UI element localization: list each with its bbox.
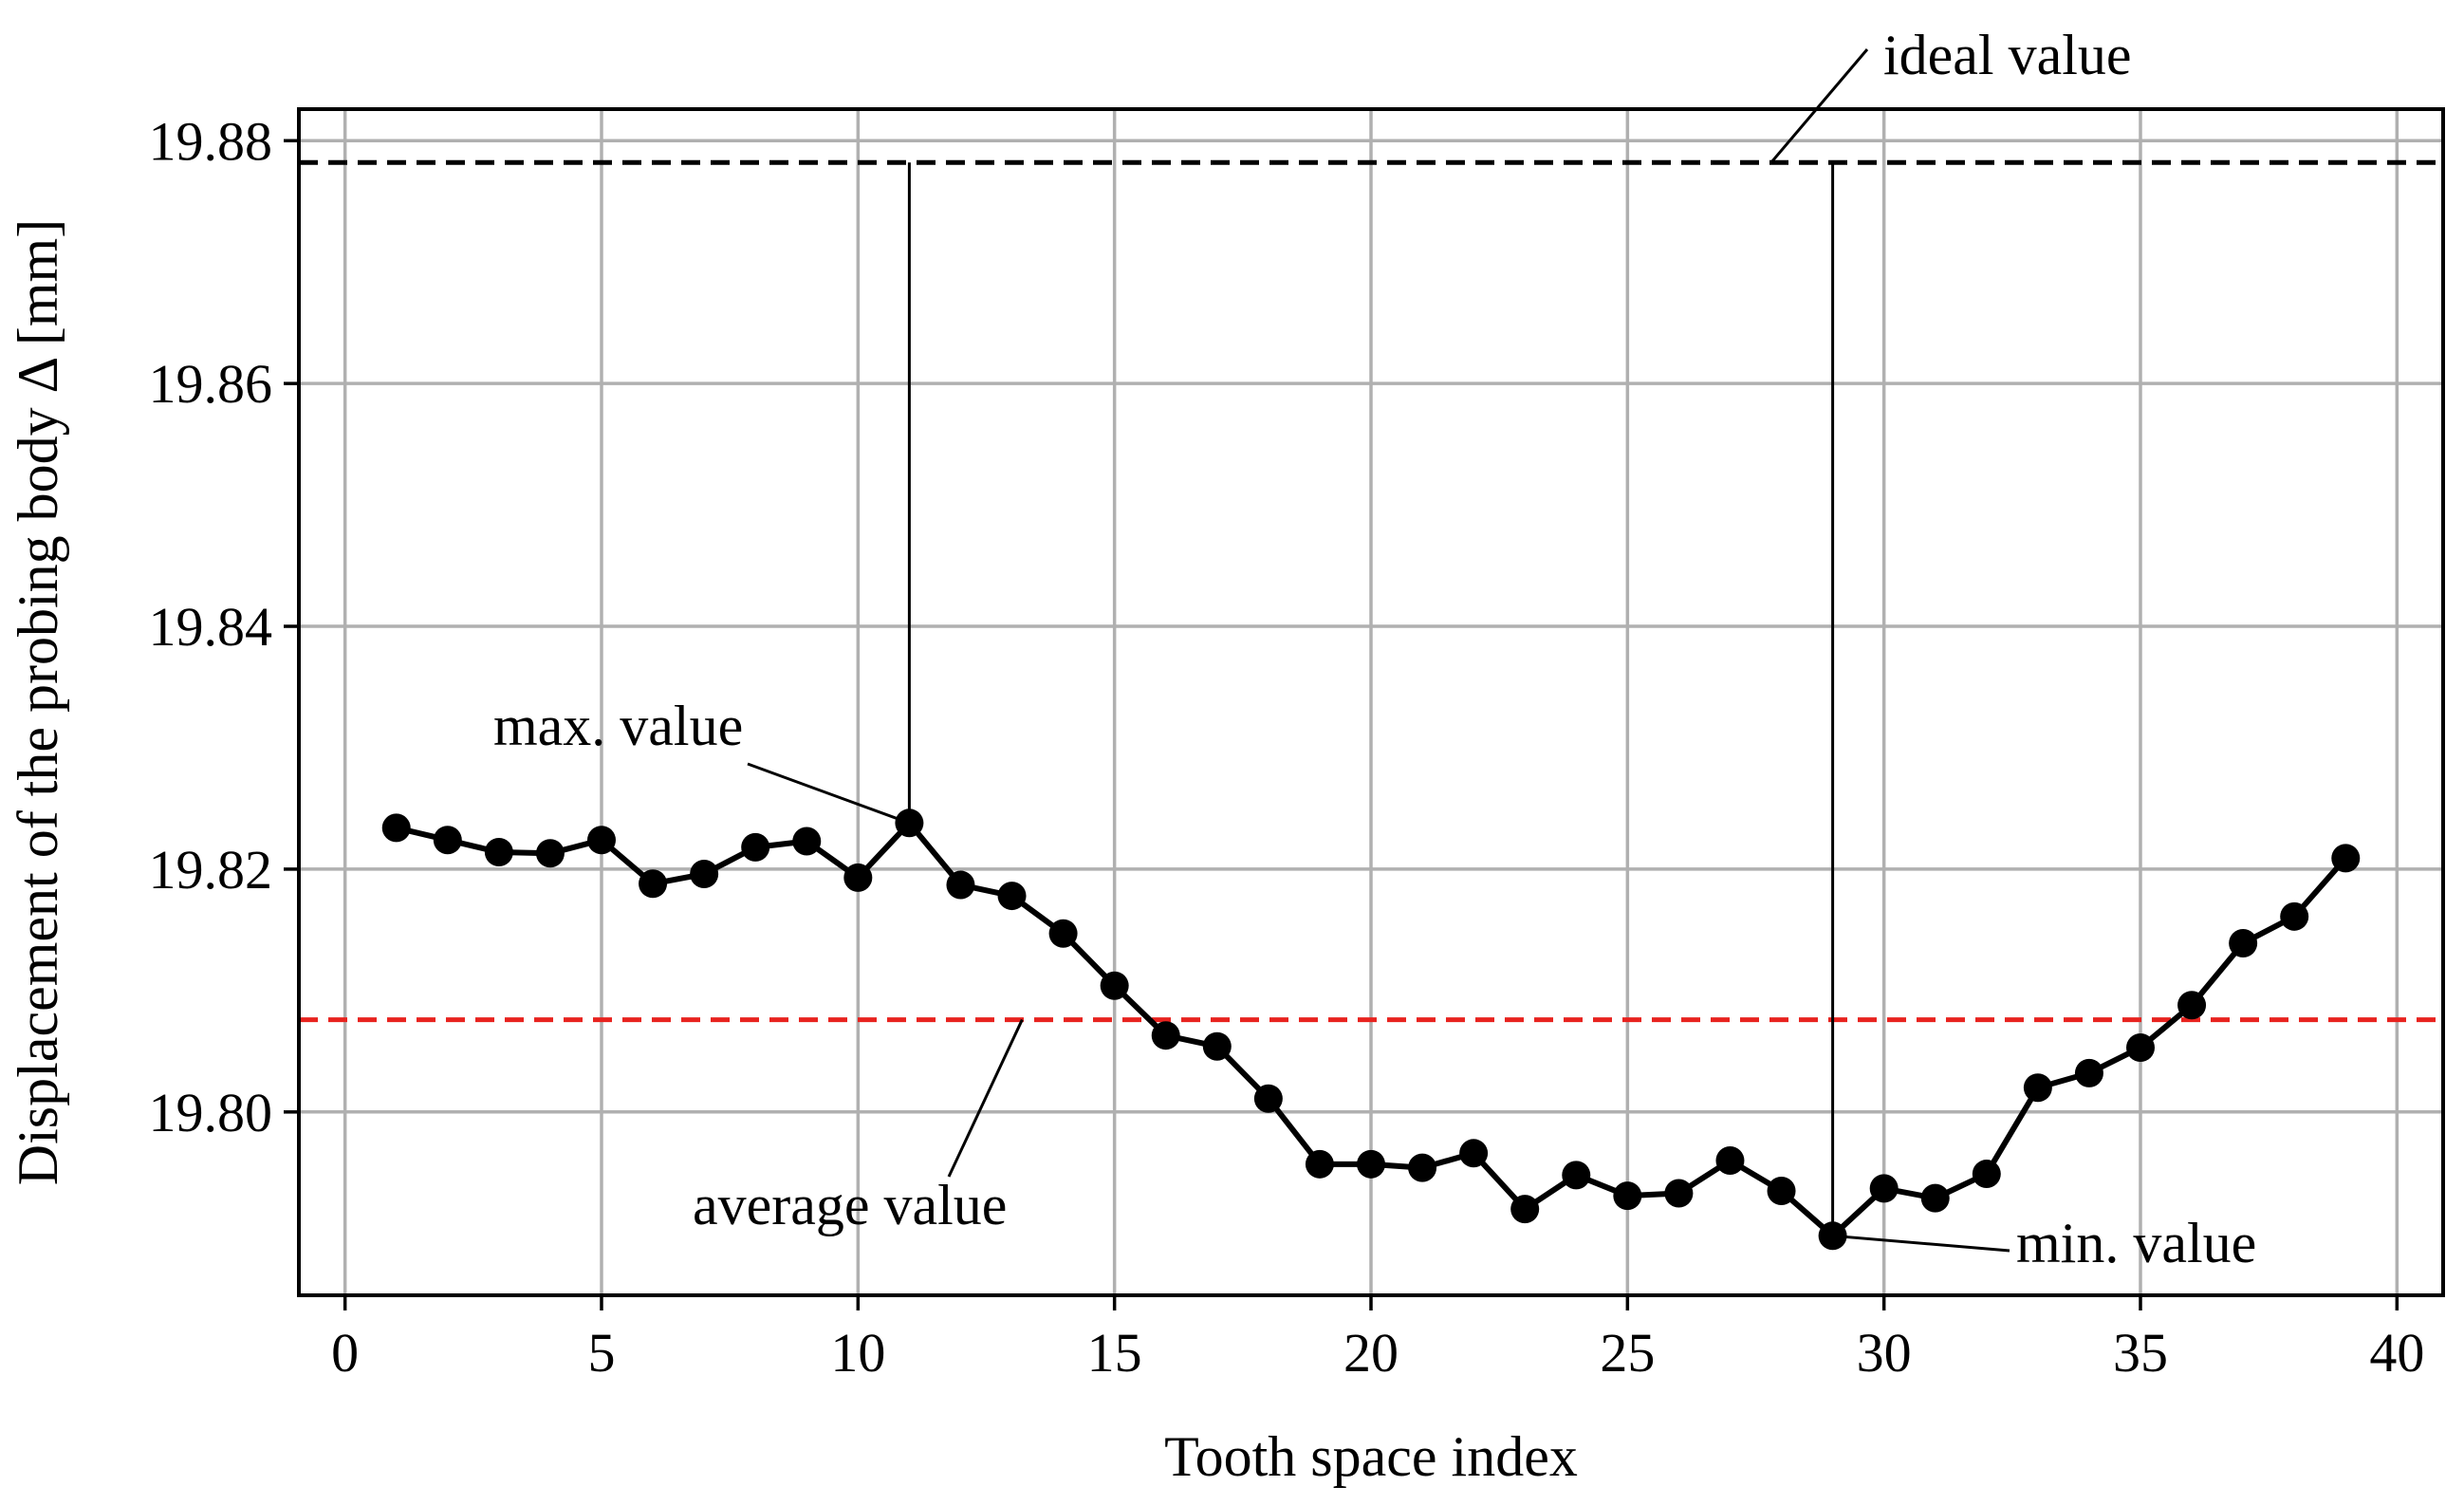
data-point	[1613, 1181, 1642, 1211]
data-point	[1253, 1084, 1283, 1113]
x-tick-label: 30	[1857, 1322, 1912, 1384]
data-point	[2126, 1032, 2156, 1062]
data-point	[843, 863, 873, 892]
ideal-value-label: ideal value	[1883, 24, 2132, 86]
x-tick-label: 0	[331, 1322, 359, 1384]
drop-lines	[907, 162, 1835, 1236]
annotation-leader	[947, 1018, 1024, 1178]
data-point	[1715, 1145, 1745, 1175]
data-point	[2074, 1058, 2103, 1087]
average-value-label: average value	[693, 1174, 1007, 1236]
data-point	[997, 882, 1027, 911]
data-point	[2331, 844, 2361, 873]
data-point	[586, 826, 616, 855]
data-point	[1305, 1149, 1334, 1179]
data-point	[2229, 928, 2258, 957]
y-tick-label: 19.80	[149, 1082, 273, 1143]
data-point	[1664, 1179, 1694, 1208]
x-axis-label: Tooth space index	[1164, 1425, 1578, 1488]
data-point	[1202, 1031, 1232, 1061]
axis-ticks: 0 5 10 15 20 25 30 35 40 19.80 19.82 19.84 19.86 19.8…	[149, 110, 2425, 1384]
data-point	[1869, 1174, 1899, 1203]
x-tick-label: 40	[2369, 1322, 2424, 1384]
annotation-leader	[747, 762, 910, 825]
x-tick-label: 35	[2113, 1322, 2168, 1384]
data-point	[1510, 1195, 1540, 1224]
grid	[299, 109, 2443, 1295]
data-point	[1459, 1139, 1489, 1168]
data-point	[1357, 1149, 1385, 1179]
data-point	[381, 813, 411, 843]
data-point	[690, 860, 719, 889]
data-point	[2177, 991, 2207, 1020]
data-point	[1100, 971, 1129, 1000]
x-tick-label: 5	[587, 1322, 615, 1384]
annotations: ideal value max. value average value min. v…	[493, 24, 2256, 1274]
data-point	[792, 827, 822, 856]
x-tick-label: 25	[1600, 1322, 1655, 1384]
y-tick-label: 19.82	[149, 839, 273, 901]
annotation-leader	[1769, 48, 1869, 164]
min-value-label: min. value	[2016, 1212, 2256, 1274]
x-tick-label: 15	[1087, 1322, 1142, 1384]
y-tick-label: 19.88	[149, 110, 273, 172]
data-point	[741, 832, 770, 862]
x-tick-label: 10	[830, 1322, 885, 1384]
data-point	[1972, 1160, 2001, 1189]
data-point	[433, 826, 462, 855]
y-axis-label: Displacement of the probing body Δ [mm]	[7, 219, 69, 1185]
data-point	[1767, 1176, 1796, 1205]
data-point	[1048, 919, 1078, 948]
data-point	[1920, 1183, 1950, 1213]
data-series	[381, 808, 2361, 1251]
data-point	[484, 838, 513, 867]
data-point	[1408, 1153, 1437, 1182]
y-tick-label: 19.84	[149, 596, 273, 658]
data-point	[535, 839, 565, 868]
data-point	[639, 869, 668, 899]
max-value-label: max. value	[493, 695, 743, 757]
data-point	[946, 870, 975, 900]
x-tick-label: 20	[1343, 1322, 1399, 1384]
reference-lines	[299, 159, 2443, 1023]
y-tick-label: 19.86	[149, 353, 273, 415]
data-point	[1562, 1161, 1591, 1190]
data-point	[1151, 1021, 1180, 1050]
data-point	[2280, 901, 2309, 931]
data-point	[2023, 1073, 2052, 1103]
annotation-leader	[1832, 1234, 2010, 1253]
